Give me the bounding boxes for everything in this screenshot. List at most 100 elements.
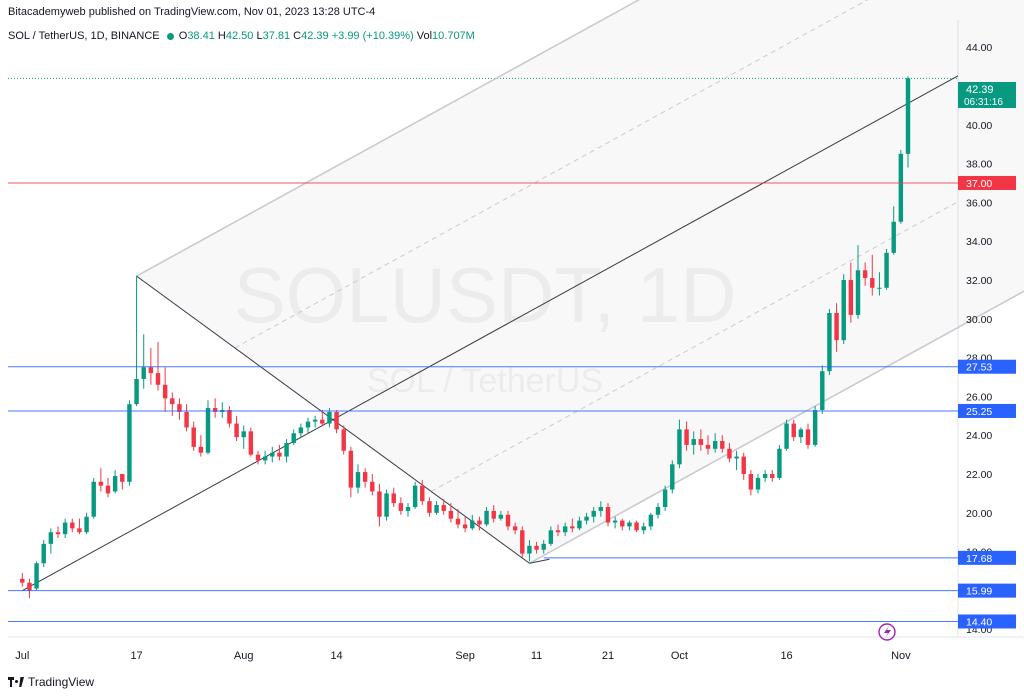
candle-64 [477, 516, 482, 531]
candle-body [662, 489, 668, 508]
flash-icon[interactable] [878, 623, 896, 641]
pitchfork-upper-tine [136, 0, 641, 277]
candle-body [727, 448, 732, 459]
candle-73 [541, 539, 546, 554]
footer-brand[interactable]: TradingView [8, 675, 94, 689]
candle-15 [127, 400, 132, 486]
pitchfork-drawing[interactable] [22, 0, 1024, 592]
chart-frame [8, 20, 1024, 638]
candle-body [234, 423, 239, 438]
candle-body [791, 423, 796, 438]
x-tick-label-6: 21 [602, 650, 614, 662]
candle-124 [905, 76, 911, 168]
pitchfork-handle-base [529, 558, 550, 564]
candle-body [534, 545, 539, 550]
price-axis[interactable]: 14.0016.0018.0020.0022.0024.0026.0028.00… [966, 42, 992, 636]
candle-117 [855, 245, 861, 319]
candle-body [877, 287, 882, 289]
candle-body [384, 493, 389, 517]
candle-87 [641, 522, 646, 535]
level-tag-0 [958, 175, 1016, 190]
y-tick-label-8: 30.00 [966, 314, 992, 326]
candle-11 [98, 468, 104, 492]
level-tag-2 [958, 403, 1016, 418]
candle-58 [434, 501, 439, 515]
candle-body [870, 278, 875, 288]
candle-body [777, 448, 782, 478]
level-label-3: 17.68 [966, 553, 992, 565]
candle-42 [320, 409, 325, 426]
candle-100 [734, 450, 739, 471]
candle-86 [634, 520, 639, 533]
volume-label: Vol [416, 30, 433, 42]
x-tick-label-4: Sep [455, 650, 475, 662]
candle-body [41, 543, 46, 564]
candle-body [712, 441, 718, 449]
candle-33 [255, 450, 261, 465]
candle-122 [891, 206, 896, 255]
candle-109 [798, 427, 804, 443]
candle-34 [262, 450, 268, 465]
footer-brand-text: TradingView [28, 675, 95, 689]
candle-119 [870, 254, 875, 296]
candle-body [527, 545, 532, 554]
candle-body [262, 456, 268, 461]
candle-body [198, 446, 204, 453]
candle-35 [270, 446, 275, 463]
candle-body [505, 514, 511, 527]
candle-22 [177, 398, 182, 420]
candle-105 [770, 470, 775, 482]
candle-45 [341, 425, 346, 455]
x-tick-label-0: Jul [15, 650, 29, 662]
candle-body [84, 516, 89, 533]
candle-body [862, 270, 868, 279]
candle-114 [834, 303, 839, 352]
candle-body [555, 530, 561, 533]
candle-7 [70, 518, 75, 533]
change-value: +3.99 (+10.39%) [331, 30, 414, 42]
tradingview-logo-icon [8, 677, 24, 687]
level-label-5: 14.40 [966, 616, 992, 628]
candle-body [548, 530, 554, 544]
horizontal-levels[interactable]: 37.00 27.53 25.25 17.68 15.99 14.40 [8, 175, 1016, 629]
time-axis[interactable]: Jul 17 Aug 14 Sep 11 21 Oct 16 Nov [15, 650, 911, 662]
candle-body [484, 510, 489, 525]
candle-body [241, 431, 246, 438]
status-dot [166, 32, 174, 40]
pitchfork-handle [136, 275, 530, 564]
candle-body [498, 514, 504, 519]
low-value: 37.81 [262, 30, 291, 42]
candle-body [448, 510, 454, 519]
symbol-legend: SOL / TetherUS, 1D, BINANCE O38.41 H42.5… [8, 30, 475, 42]
candle-body [827, 312, 832, 372]
candle-body [70, 522, 75, 529]
candle-body [812, 409, 818, 445]
candle-90 [662, 485, 668, 511]
candle-79 [584, 512, 589, 525]
candle-body [612, 520, 618, 523]
candle-84 [620, 518, 625, 531]
candle-body [420, 485, 425, 502]
candle-body [784, 423, 789, 449]
candle-body [55, 532, 61, 535]
candle-32 [248, 427, 254, 457]
candle-106 [777, 444, 782, 480]
y-tick-label-9: 32.00 [966, 275, 992, 287]
candle-99 [727, 442, 732, 463]
pitchfork-median-line [22, 75, 959, 592]
candle-110 [805, 423, 811, 449]
candle-48 [362, 468, 368, 488]
candle-5 [55, 526, 61, 539]
candle-66 [491, 505, 496, 523]
candle-6 [62, 518, 68, 539]
open-label: O [178, 30, 188, 42]
x-tick-label-2: Aug [234, 650, 254, 662]
symbol-name[interactable]: SOL / TetherUS, 1D, BINANCE [8, 30, 160, 42]
candle-40 [305, 417, 311, 434]
candle-body [441, 505, 446, 511]
low-label: L [256, 30, 263, 42]
candle-107 [784, 419, 789, 451]
candle-body [34, 563, 39, 589]
candle-body [320, 419, 325, 424]
